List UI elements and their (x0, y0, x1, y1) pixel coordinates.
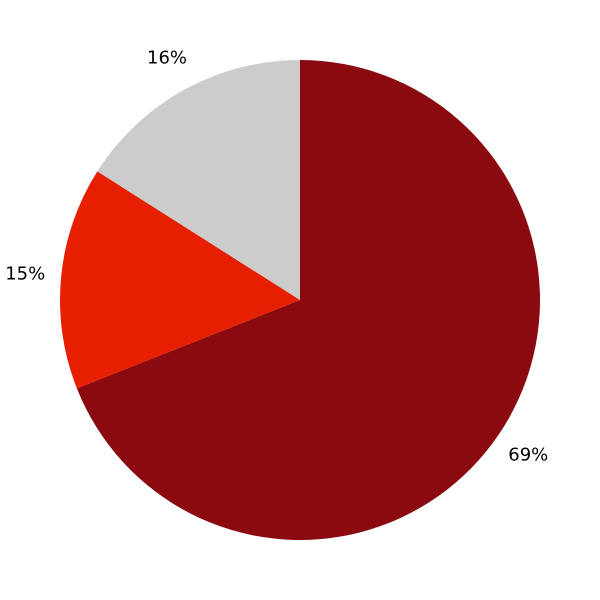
pie-slice-1 (60, 171, 300, 389)
pie-slice-0 (76, 60, 541, 540)
pie-slice-label-1: 15% (5, 264, 45, 285)
pie-slice-label-2: 16% (147, 48, 187, 69)
pie-slice-label-0: 69% (508, 445, 548, 466)
pie-slice-2 (97, 60, 300, 300)
